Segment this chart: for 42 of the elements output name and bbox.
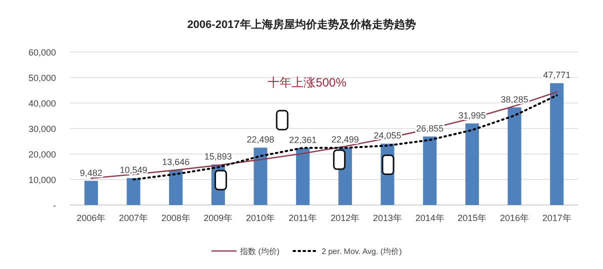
bar xyxy=(550,83,564,205)
x-tick-label: 2009年 xyxy=(204,213,233,223)
x-tick-label: 2010年 xyxy=(246,213,276,223)
data-label: 31,995 xyxy=(458,110,486,120)
x-tick-label: 2008年 xyxy=(161,213,190,223)
x-tick-label: 2012年 xyxy=(330,213,360,223)
data-label: 47,771 xyxy=(543,70,571,80)
y-tick-label: 30,000 xyxy=(28,124,56,134)
bar xyxy=(465,123,479,205)
data-label: 10,549 xyxy=(120,165,148,176)
bar xyxy=(296,148,310,205)
x-tick-label: 2006年 xyxy=(76,213,106,223)
data-label: 22,499 xyxy=(331,134,359,145)
data-label: 9,482 xyxy=(80,168,102,178)
y-tick-label: - xyxy=(53,200,56,210)
legend-label: 指数 (均价) xyxy=(239,247,280,256)
data-label: 15,893 xyxy=(204,151,232,162)
y-tick-label: 50,000 xyxy=(28,73,56,83)
bar xyxy=(423,136,437,205)
data-label: 22,361 xyxy=(289,134,317,145)
y-tick-label: 20,000 xyxy=(28,150,56,160)
chart-title: 2006-2017年上海房屋均价走势及价格走势趋势 xyxy=(187,18,416,31)
y-tick-label: 40,000 xyxy=(28,98,56,108)
data-label: 22,498 xyxy=(246,134,274,145)
legend-label: 2 per. Mov. Avg. (均价) xyxy=(322,247,402,256)
bar xyxy=(84,180,98,205)
x-tick-label: 2017年 xyxy=(542,213,572,223)
data-label: 13,646 xyxy=(162,157,190,168)
x-tick-label: 2013年 xyxy=(372,213,402,223)
bar xyxy=(508,107,522,205)
y-tick-label: 60,000 xyxy=(28,48,56,58)
bar xyxy=(169,170,183,205)
bar xyxy=(254,148,268,205)
x-tick-label: 2011年 xyxy=(288,213,318,223)
data-label: 38,285 xyxy=(500,94,528,104)
y-tick-label: 10,000 xyxy=(28,175,56,185)
annotation: 十年上涨500% xyxy=(268,75,347,90)
x-tick-label: 2007年 xyxy=(118,213,148,223)
x-tick-label: 2014年 xyxy=(415,213,444,223)
x-tick-label: 2015年 xyxy=(458,213,487,223)
x-tick-label: 2016年 xyxy=(500,213,530,223)
bar xyxy=(126,178,140,205)
